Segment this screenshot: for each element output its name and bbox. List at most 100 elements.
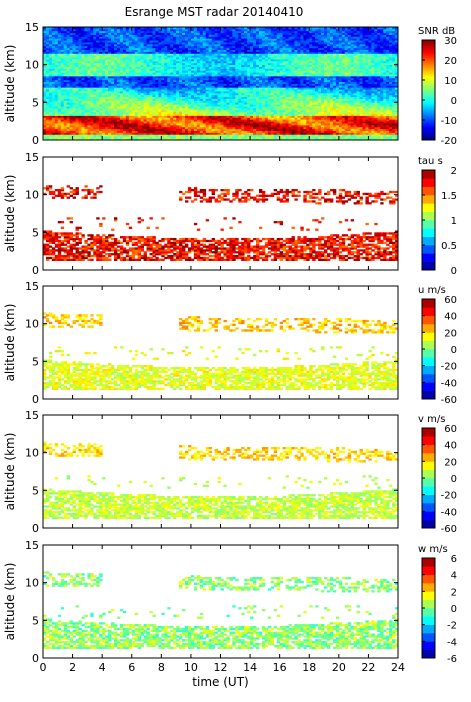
colorbar-segment: [422, 599, 435, 609]
colorbar-segment: [422, 469, 435, 479]
y-tick-label: 15: [25, 539, 39, 552]
colorbar-segment: [422, 315, 435, 325]
y-tick-label: 5: [32, 96, 39, 109]
colorbar-segment: [422, 444, 435, 454]
colorbar-segment: [422, 453, 435, 462]
colorbar-tick-label: 0: [451, 345, 457, 356]
colorbar-tick-label: 60: [444, 424, 457, 435]
colorbar-segment: [422, 574, 435, 584]
y-tick-label: 5: [32, 226, 39, 239]
colorbar-w: w m/s6 4 2 0 -2 -4 -6: [418, 544, 457, 665]
colorbar-tick-label: -4: [447, 637, 457, 648]
colorbar-tick-label: -60: [441, 524, 457, 535]
colorbar-tick-label: 0.5: [441, 241, 457, 252]
colorbar-segment: [422, 566, 435, 575]
colorbar-segment: [422, 511, 435, 520]
colorbar-tick-label: -20: [441, 136, 457, 147]
y-tick-label: 0: [32, 134, 39, 147]
colorbar-segment: [422, 228, 435, 237]
colorbar-tick-label: -40: [441, 507, 457, 518]
y-tick-label: 15: [25, 21, 39, 34]
x-tick-label: 14: [243, 661, 257, 674]
y-tick-label: 0: [32, 393, 39, 406]
colorbar-segment: [422, 203, 435, 212]
colorbar-label: v m/s: [418, 414, 445, 425]
x-tick-label: 20: [332, 661, 346, 674]
y-tick-label: 15: [25, 151, 39, 164]
x-tick-label: 0: [40, 661, 47, 674]
colorbar-segment: [422, 624, 435, 634]
colorbar-segment: [422, 436, 435, 445]
panel-v: 0 5 10 15 altitude (km) v m/s60 40 20 0 -20 -40 -60: [3, 409, 457, 535]
colorbar-tick-label: 30: [444, 36, 457, 47]
heatmap-field-w: [43, 571, 398, 649]
x-tick-label: 4: [99, 661, 106, 674]
colorbar-segment: [422, 382, 435, 391]
colorbar-segment: [422, 307, 435, 316]
colorbar-segment: [422, 357, 435, 366]
colorbar-tick-label: 0: [451, 266, 457, 277]
colorbar-segment: [422, 519, 435, 529]
colorbar-tick-label: 0: [451, 474, 457, 485]
colorbar-tick-label: 2: [451, 587, 457, 598]
colorbar-segment: [422, 186, 435, 196]
colorbar-tick-label: 4: [451, 571, 457, 582]
colorbar-label: w m/s: [418, 544, 448, 555]
colorbar-segment: [422, 340, 435, 350]
y-axis-label: altitude (km): [3, 45, 17, 123]
colorbar-segment: [422, 616, 435, 625]
colorbar-segment: [422, 558, 435, 567]
colorbar-tick-label: -2: [447, 621, 457, 632]
colorbar-segment: [422, 195, 435, 204]
colorbar-tick-label: 0: [451, 96, 457, 107]
y-tick-label: 15: [25, 280, 39, 293]
colorbar-tick-label: -40: [441, 378, 457, 389]
y-tick-label: 15: [25, 409, 39, 422]
colorbar-label: SNR dB: [418, 26, 455, 37]
colorbar-segment: [422, 332, 435, 341]
colorbar-segment: [422, 633, 435, 642]
x-axis-label: time (UT): [192, 675, 248, 689]
colorbar-segment: [422, 236, 435, 246]
colorbar-segment: [422, 608, 435, 617]
colorbar-tick-label: 40: [444, 441, 457, 452]
y-axis-label: altitude (km): [3, 433, 17, 511]
colorbar-tick-label: 20: [444, 56, 457, 67]
colorbar-tick-label: 60: [444, 295, 457, 306]
heatmap-field-u: [43, 312, 398, 390]
y-tick-label: 0: [32, 652, 39, 665]
x-tick-label: 2: [69, 661, 76, 674]
colorbar-tick-label: -20: [441, 491, 457, 502]
colorbar-tick-label: -6: [447, 654, 457, 665]
colorbar-u: u m/s60 40 20 0 -20 -40 -60: [418, 285, 457, 406]
y-tick-label: 5: [32, 355, 39, 368]
y-axis-label: altitude (km): [3, 175, 17, 253]
y-tick-label: 0: [32, 264, 39, 277]
colorbar-segment: [422, 220, 435, 229]
colorbar-tick-label: 20: [444, 457, 457, 468]
colorbar-tick-label: 2: [451, 166, 457, 177]
colorbar-segment: [422, 245, 435, 254]
colorbar-segment: [422, 178, 435, 187]
x-tick-label: 16: [273, 661, 287, 674]
colorbar-segment: [422, 478, 435, 487]
colorbar-fill: [422, 40, 435, 140]
colorbar-segment: [422, 349, 435, 358]
colorbar-tick-label: -20: [441, 362, 457, 373]
y-tick-label: 0: [32, 522, 39, 535]
colorbar-segment: [422, 253, 435, 262]
colorbar-frame: [421, 39, 436, 141]
colorbar-segment: [422, 583, 435, 592]
y-tick-label: 10: [25, 318, 39, 331]
colorbar-tick-label: -60: [441, 395, 457, 406]
colorbar-label: tau s: [418, 156, 443, 167]
colorbar-tau: tau s 2 1.5 1 0.5 0: [418, 156, 457, 277]
colorbar-segment: [422, 649, 435, 659]
colorbar-segment: [422, 503, 435, 512]
colorbar-segment: [422, 641, 435, 650]
colorbar-segment: [422, 261, 435, 271]
